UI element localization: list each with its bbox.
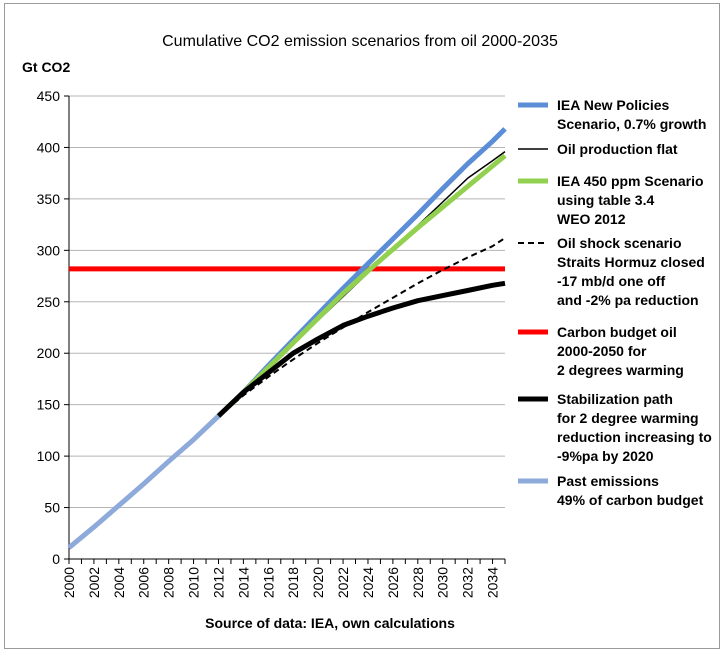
legend-entry-4-line: -17 mb/d one off — [557, 273, 665, 289]
legend-entry-1-line: Scenario, 0.7% growth — [557, 116, 706, 132]
series-lines — [67, 127, 507, 550]
x-tick-label: 2006 — [136, 567, 152, 598]
x-tick-label: 2034 — [485, 567, 501, 598]
x-tick-label: 2014 — [235, 567, 251, 598]
y-tick-label: 200 — [37, 345, 61, 361]
legend-entry-1-line: IEA New Policies — [557, 97, 670, 113]
legend-entry-6-line: for 2 degree warming — [557, 410, 699, 426]
legend-entry-5-line: 2000-2050 for — [557, 343, 647, 359]
x-tick-label: 2022 — [335, 567, 351, 598]
legend-entry-4-line: Oil shock scenario — [557, 235, 682, 251]
y-tick-label: 450 — [37, 88, 61, 104]
y-tick-label: 100 — [37, 448, 61, 464]
x-tick-label: 2024 — [360, 567, 376, 598]
legend-entry-2-line: Oil production flat — [557, 141, 678, 157]
x-tick-label: 2000 — [61, 567, 77, 598]
legend-entry-6-line: Stabilization path — [557, 391, 673, 407]
x-tick-label: 2010 — [186, 567, 202, 598]
x-tick-label: 2012 — [210, 567, 226, 598]
chart-frame — [4, 3, 720, 649]
y-tick-label: 150 — [37, 397, 61, 413]
x-tick-label: 2030 — [435, 567, 451, 598]
legend-entry-7-line: 49% of carbon budget — [557, 492, 704, 508]
x-tick-label: 2032 — [460, 567, 476, 598]
y-tick-label: 50 — [44, 500, 60, 516]
x-tick-label: 2028 — [410, 567, 426, 598]
legend-entry-6-line: -9%pa by 2020 — [557, 448, 654, 464]
x-tick-label: 2002 — [86, 567, 102, 598]
legend: IEA New Policies Scenario, 0.7% growth Oil… — [518, 97, 712, 508]
x-tick-label: 2020 — [310, 567, 326, 598]
y-tick-label: 300 — [37, 242, 61, 258]
y-tick-labels: 0 50 100 150 200 250 300 350 400 450 — [37, 88, 61, 567]
axes — [64, 95, 506, 564]
x-tick-label: 2026 — [385, 567, 401, 598]
legend-entry-4-line: Straits Hormuz closed — [557, 254, 705, 270]
x-tick-label: 2016 — [260, 567, 276, 598]
x-tick-label: 2004 — [111, 567, 127, 598]
legend-entry-5-line: 2 degrees warming — [557, 362, 684, 378]
legend-entry-6-line: reduction increasing to — [557, 429, 712, 445]
x-tick-label: 2018 — [285, 567, 301, 598]
y-axis-label: Gt CO2 — [22, 59, 70, 75]
series-line-7 — [67, 414, 221, 550]
legend-entry-3-line: IEA 450 ppm Scenario — [557, 173, 704, 189]
y-tick-label: 350 — [37, 191, 61, 207]
chart-title: Cumulative CO2 emission scenarios from o… — [162, 33, 558, 50]
y-tick-label: 250 — [37, 294, 61, 310]
y-tick-label: 0 — [52, 551, 60, 567]
legend-entry-7-line: Past emissions — [557, 473, 659, 489]
gridlines — [69, 95, 505, 509]
x-tick-label: 2008 — [161, 567, 177, 598]
series-line-3 — [216, 153, 507, 418]
series-line-4 — [217, 237, 506, 417]
y-tick-label: 400 — [37, 139, 61, 155]
series-line-6 — [216, 280, 506, 418]
x-axis-label: Source of data: IEA, own calculations — [205, 615, 455, 631]
legend-entry-5-line: Carbon budget oil — [557, 324, 677, 340]
legend-entry-3-line: WEO 2012 — [557, 211, 626, 227]
x-tick-labels: 2000 2002 2004 2006 2008 2010 2012 2014 2016 2018… — [61, 567, 501, 598]
legend-entry-3-line: using table 3.4 — [557, 192, 654, 208]
legend-entry-4-line: and -2% pa reduction — [557, 292, 699, 308]
